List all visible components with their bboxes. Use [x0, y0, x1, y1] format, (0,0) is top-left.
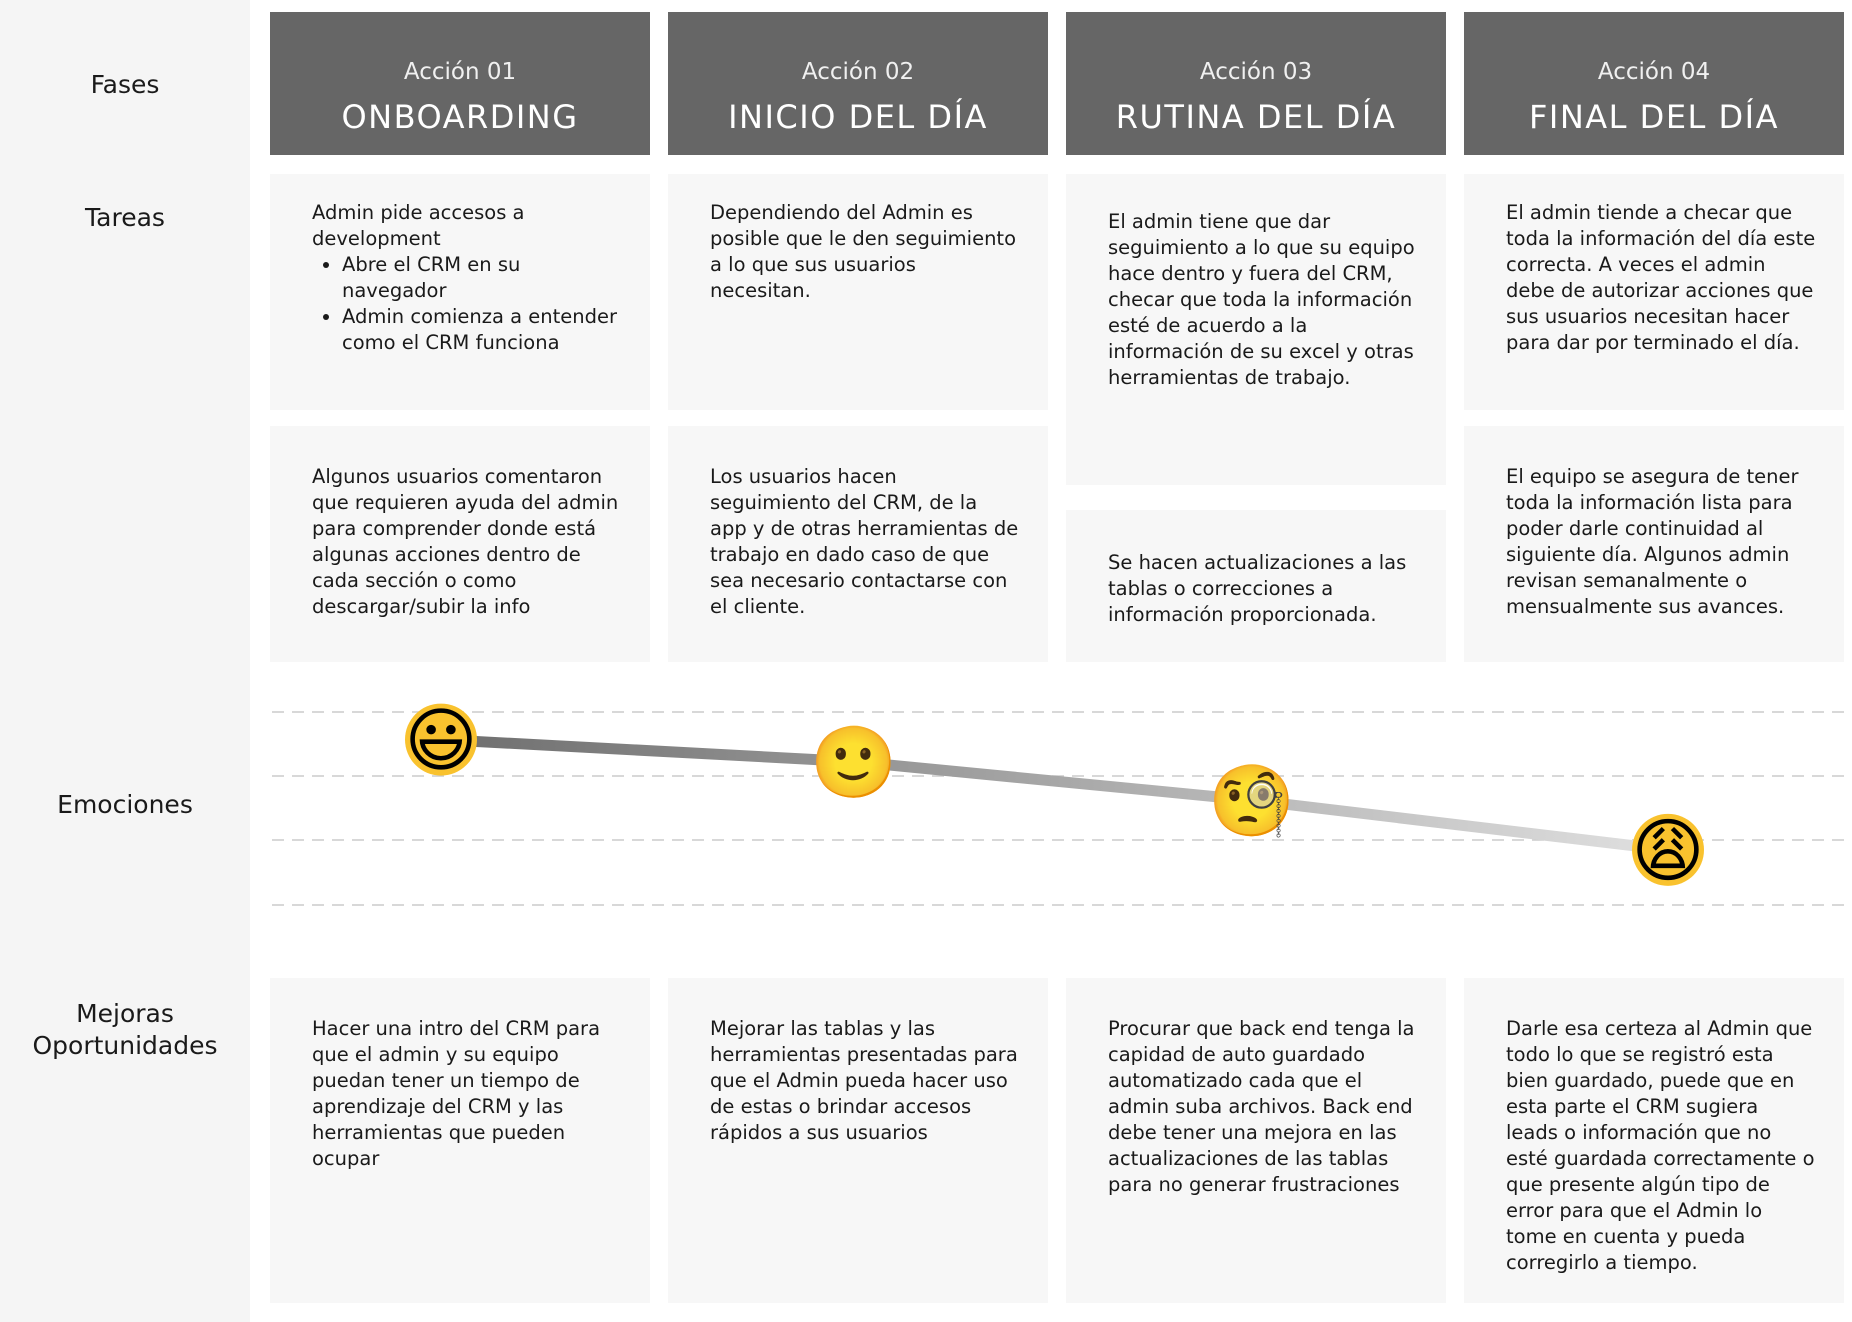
emoji-face-backdrop-3 — [1216, 764, 1288, 837]
phase-header-3: Acción 03 RUTINA DEL DÍA — [1066, 12, 1446, 155]
mejora-card-2: Mejorar las tablas y las herramientas pr… — [668, 978, 1048, 1303]
task-card-3-bottom: Se hacen actualizaciones a las tablas o … — [1066, 510, 1446, 662]
emotion-point-2: 🙂 — [810, 722, 897, 804]
task-card-1-bullet-1: Abre el CRM en su navegador — [342, 252, 622, 304]
phase-sub-3: Acción 03 — [1199, 59, 1313, 85]
task-card-1-bottom: Algunos usuarios comentaron que requiere… — [270, 426, 650, 662]
task-card-2-bottom: Los usuarios hacen seguimiento del CRM, … — [668, 426, 1048, 662]
emoji-icon-3: 🧐 — [1208, 760, 1295, 842]
emotion-point-3: 🧐 — [1208, 760, 1295, 842]
row-labels-sidebar — [0, 0, 250, 1322]
emoji-face-backdrop-1 — [405, 703, 477, 776]
row-label-mejoras-line2: Oportunidades — [32, 1031, 218, 1060]
phase-sub-2: Acción 02 — [801, 59, 915, 85]
emotion-point-4: 😩 — [1632, 810, 1705, 892]
phase-title-1: ONBOARDING — [341, 98, 579, 136]
phase-header-1: Acción 01 ONBOARDING — [270, 12, 650, 155]
emoji-face-backdrop-4 — [1632, 813, 1704, 886]
task-card-1-bullets: Abre el CRM en su navegador Admin comien… — [312, 252, 622, 356]
task-card-3-top: El admin tiene que dar seguimiento a lo … — [1066, 174, 1446, 485]
emoji-icon-4: 😩 — [1632, 810, 1705, 892]
phase-title-4: FINAL DEL DÍA — [1529, 98, 1779, 136]
emotion-series-line — [435, 734, 1674, 856]
phase-sub-1: Acción 01 — [403, 59, 517, 85]
task-card-4-top: El admin tiende a checar que toda la inf… — [1464, 174, 1844, 410]
emotion-point-1: 😃 — [405, 700, 478, 782]
phase-sub-4: Acción 04 — [1597, 59, 1711, 85]
phase-header-4: Acción 04 FINAL DEL DÍA — [1464, 12, 1844, 155]
phase-title-2: INICIO DEL DÍA — [728, 98, 988, 136]
emoji-icon-2: 🙂 — [810, 722, 897, 804]
emoji-icon-1: 😃 — [405, 700, 478, 782]
emoji-face-backdrop-2 — [818, 725, 890, 798]
task-card-1-top-intro: Admin pide accesos a development — [312, 201, 525, 250]
row-label-tareas: Tareas — [85, 203, 165, 232]
task-card-2-top: Dependiendo del Admin es posible que le … — [668, 174, 1048, 410]
mejora-card-4: Darle esa certeza al Admin que todo lo q… — [1464, 978, 1844, 1303]
phase-header-2: Acción 02 INICIO DEL DÍA — [668, 12, 1048, 155]
mejora-card-3: Procurar que back end tenga la capidad d… — [1066, 978, 1446, 1303]
row-label-mejoras-line1: Mejoras — [76, 999, 174, 1028]
row-label-emociones: Emociones — [57, 790, 193, 819]
task-card-4-bottom: El equipo se asegura de tener toda la in… — [1464, 426, 1844, 662]
row-label-mejoras: Mejoras Oportunidades — [0, 998, 250, 1062]
task-card-1-top: Admin pide accesos a development Abre el… — [270, 174, 650, 410]
row-label-fases: Fases — [90, 70, 160, 99]
mejora-card-1: Hacer una intro del CRM para que el admi… — [270, 978, 650, 1303]
phase-title-3: RUTINA DEL DÍA — [1115, 98, 1397, 136]
task-card-1-bullet-2: Admin comienza a entender como el CRM fu… — [342, 304, 622, 356]
